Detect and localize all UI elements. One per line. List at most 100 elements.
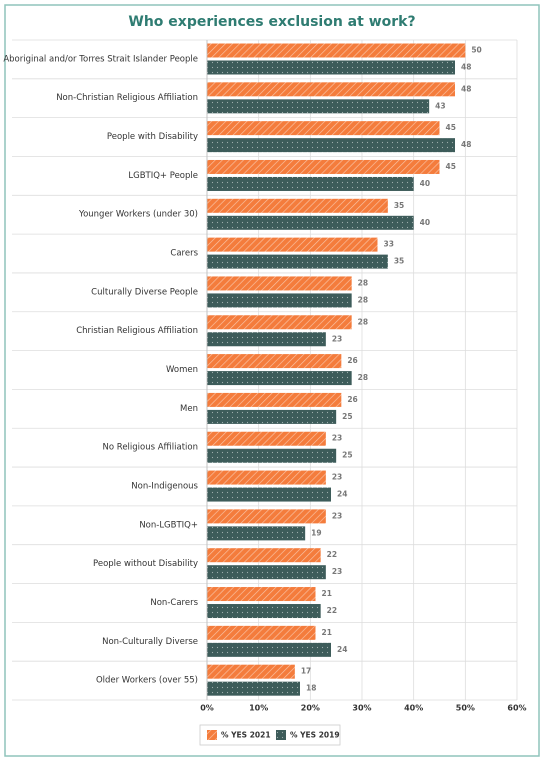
bar xyxy=(207,254,388,269)
y-tick-label: Younger Workers (under 30) xyxy=(78,210,198,220)
x-tick-label: 0% xyxy=(200,704,214,713)
bar xyxy=(207,431,326,446)
bar xyxy=(207,487,331,502)
value-label: 45 xyxy=(446,162,456,171)
value-label: 48 xyxy=(461,63,471,72)
x-tick-label: 50% xyxy=(456,704,475,713)
legend-swatch xyxy=(276,730,286,740)
value-label: 28 xyxy=(358,317,368,326)
bar xyxy=(207,215,414,230)
value-label: 28 xyxy=(358,373,368,382)
x-tick-label: 30% xyxy=(352,704,371,713)
value-label: 23 xyxy=(332,334,342,343)
value-label: 33 xyxy=(384,240,394,249)
value-label: 40 xyxy=(420,179,430,188)
value-label: 23 xyxy=(332,473,342,482)
bar xyxy=(207,604,321,619)
y-tick-label: Aboriginal and/or Torres Strait Islander… xyxy=(3,54,198,64)
value-label: 48 xyxy=(461,140,471,149)
bar xyxy=(207,526,306,541)
y-tick-label: Carers xyxy=(170,249,198,259)
value-label: 22 xyxy=(327,550,337,559)
bar xyxy=(207,548,321,563)
chart-title: Who experiences exclusion at work? xyxy=(128,14,415,30)
value-label: 43 xyxy=(435,101,445,110)
value-label: 21 xyxy=(322,589,332,598)
value-label: 23 xyxy=(332,567,342,576)
value-label: 18 xyxy=(306,684,316,693)
bar xyxy=(207,43,466,58)
bar xyxy=(207,60,455,75)
value-label: 17 xyxy=(301,667,311,676)
value-label: 25 xyxy=(342,412,352,421)
y-tick-label: Older Workers (over 55) xyxy=(96,676,198,686)
y-tick-label: Non-Christian Religious Affiliation xyxy=(56,93,198,103)
value-label: 19 xyxy=(311,528,321,537)
bar xyxy=(207,276,352,291)
y-tick-label: LGBTIQ+ People xyxy=(128,171,198,181)
bar xyxy=(207,470,326,485)
frame xyxy=(4,4,540,757)
legend-label: % YES 2021 xyxy=(221,731,271,740)
bar xyxy=(207,448,337,463)
legend-swatch xyxy=(207,730,217,740)
y-tick-label: Non-LGBTIQ+ xyxy=(139,520,198,530)
y-tick-label: People without Disability xyxy=(93,559,198,569)
value-label: 23 xyxy=(332,511,342,520)
value-label: 24 xyxy=(337,645,347,654)
value-label: 26 xyxy=(347,356,357,365)
bar xyxy=(207,138,455,153)
bar xyxy=(207,371,352,386)
bar xyxy=(207,82,455,97)
y-tick-label: People with Disability xyxy=(107,132,198,142)
bar xyxy=(207,99,430,114)
y-tick-label: Culturally Diverse People xyxy=(91,287,198,297)
value-label: 26 xyxy=(347,395,357,404)
y-tick-label: Christian Religious Affiliation xyxy=(76,326,198,336)
bar xyxy=(207,354,342,369)
y-tick-label: Non-Carers xyxy=(150,598,198,608)
y-tick-label: Women xyxy=(166,365,198,375)
value-label: 21 xyxy=(322,628,332,637)
value-label: 45 xyxy=(446,123,456,132)
value-label: 50 xyxy=(471,46,481,55)
y-tick-label: No Religious Affiliation xyxy=(103,443,198,453)
value-label: 25 xyxy=(342,451,352,460)
value-label: 35 xyxy=(394,201,404,210)
bar xyxy=(207,587,316,602)
y-tick-label: Non-Culturally Diverse xyxy=(102,637,198,647)
bar xyxy=(207,159,440,174)
legend-label: % YES 2019 xyxy=(290,731,340,740)
bar xyxy=(207,409,337,424)
legend: % YES 2021 % YES 2019 xyxy=(199,724,341,746)
value-label: 22 xyxy=(327,606,337,615)
x-tick-label: 20% xyxy=(301,704,320,713)
value-label: 28 xyxy=(358,278,368,287)
value-label: 35 xyxy=(394,257,404,266)
bar xyxy=(207,565,326,580)
bar xyxy=(207,121,440,136)
value-label: 48 xyxy=(461,84,471,93)
bar xyxy=(207,392,342,407)
bar xyxy=(207,664,295,679)
bar xyxy=(207,293,352,308)
bar xyxy=(207,176,414,191)
bar xyxy=(207,642,331,657)
value-label: 28 xyxy=(358,295,368,304)
bar xyxy=(207,315,352,330)
x-tick-label: 40% xyxy=(404,704,423,713)
x-tick-label: 60% xyxy=(507,704,526,713)
y-tick-label: Men xyxy=(180,404,198,414)
value-label: 40 xyxy=(420,218,430,227)
bar xyxy=(207,625,316,640)
value-label: 23 xyxy=(332,434,342,443)
x-tick-label: 10% xyxy=(249,704,268,713)
value-label: 24 xyxy=(337,490,347,499)
legend-box xyxy=(199,724,341,746)
y-tick-label: Non-Indigenous xyxy=(131,481,198,491)
bar xyxy=(207,681,300,696)
bar xyxy=(207,332,326,347)
bar xyxy=(207,237,378,252)
bar xyxy=(207,509,326,524)
